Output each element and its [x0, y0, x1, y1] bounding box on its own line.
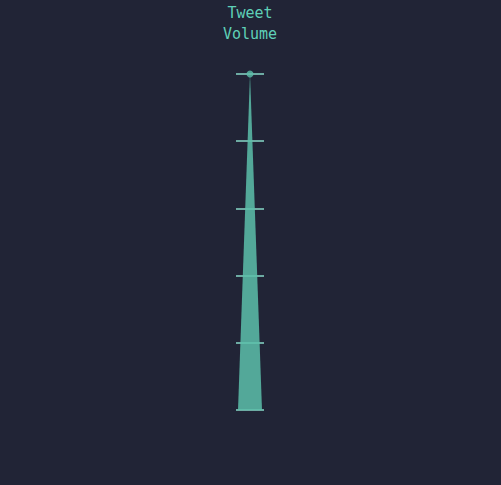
- svg-text:Tweet: Tweet: [227, 4, 272, 22]
- svg-text:Volume: Volume: [223, 25, 277, 43]
